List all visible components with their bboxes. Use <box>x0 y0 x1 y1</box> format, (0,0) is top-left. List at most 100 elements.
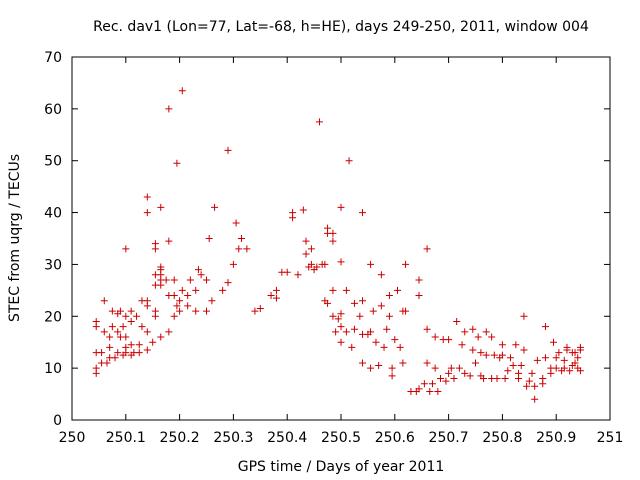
data-point <box>192 286 200 294</box>
data-point <box>203 276 210 284</box>
data-point <box>482 328 490 336</box>
data-points <box>92 87 584 403</box>
data-point <box>116 307 124 315</box>
data-point <box>348 343 356 351</box>
data-point <box>482 351 490 359</box>
data-point <box>377 271 385 279</box>
data-point <box>157 203 165 211</box>
data-point <box>151 240 159 248</box>
data-point <box>315 118 323 126</box>
data-point <box>431 364 439 372</box>
data-point <box>488 333 496 341</box>
data-point <box>552 364 560 372</box>
y-tick-label: 20 <box>44 309 62 325</box>
data-point <box>197 271 205 279</box>
data-point <box>469 325 477 333</box>
data-point <box>211 203 219 211</box>
data-point <box>380 343 388 351</box>
data-point <box>157 263 165 271</box>
data-point <box>208 297 216 305</box>
data-point <box>173 302 181 310</box>
data-point <box>445 336 453 344</box>
data-point <box>455 364 463 372</box>
data-point <box>219 286 227 294</box>
data-point <box>342 286 350 294</box>
data-point <box>399 359 407 367</box>
data-point <box>426 387 434 395</box>
data-point <box>186 276 194 284</box>
y-axis-label: STEC from uqrg / TECUs <box>7 154 23 322</box>
data-point <box>165 328 173 336</box>
data-point <box>388 364 396 372</box>
data-point <box>450 375 458 383</box>
data-point <box>235 245 243 253</box>
data-point <box>122 245 130 253</box>
data-point <box>100 297 108 305</box>
data-point <box>377 302 385 310</box>
x-tick-label: 250.5 <box>321 430 361 446</box>
data-point <box>337 203 345 211</box>
data-point <box>512 341 520 349</box>
x-tick-label: 250.9 <box>536 430 576 446</box>
data-point <box>359 209 367 217</box>
data-point <box>571 349 579 357</box>
data-point <box>294 271 302 279</box>
data-point <box>560 364 568 372</box>
data-point <box>574 354 582 362</box>
data-point <box>103 359 111 367</box>
data-point <box>108 307 116 315</box>
data-point <box>504 367 512 375</box>
data-point <box>192 307 200 315</box>
data-point <box>469 346 477 354</box>
data-point <box>272 294 280 302</box>
x-tick-label: 250.1 <box>106 430 146 446</box>
data-point <box>143 297 151 305</box>
x-tick-label: 250.3 <box>213 430 253 446</box>
data-point <box>122 333 130 341</box>
data-point <box>415 385 423 393</box>
data-point <box>383 325 391 333</box>
y-tick-label: 10 <box>44 361 62 377</box>
data-point <box>552 354 560 362</box>
data-point <box>143 346 151 354</box>
data-point <box>385 312 393 320</box>
data-point <box>111 354 119 362</box>
data-point <box>229 260 237 268</box>
data-point <box>307 245 315 253</box>
x-tick-label: 250.6 <box>375 430 415 446</box>
data-point <box>178 87 186 95</box>
data-point <box>114 328 122 336</box>
data-point <box>324 224 332 232</box>
data-point <box>329 286 337 294</box>
data-point <box>237 235 245 242</box>
data-point <box>127 317 135 325</box>
data-point <box>272 286 280 294</box>
data-point <box>302 250 310 258</box>
data-point <box>372 338 380 346</box>
data-point <box>289 209 297 217</box>
data-point <box>243 245 251 253</box>
data-point <box>135 349 143 357</box>
data-point <box>162 276 170 284</box>
data-point <box>165 237 173 245</box>
x-tick-label: 250 <box>59 430 86 446</box>
data-point <box>170 276 178 284</box>
x-axis-ticks: 250 250.1 250.2 250.3 250.4 250.5 250.6 250.7 25… <box>59 57 623 446</box>
data-point <box>165 105 173 113</box>
data-point <box>122 343 130 351</box>
data-point <box>143 209 151 217</box>
data-point <box>555 349 563 357</box>
data-point <box>232 219 240 227</box>
x-axis-label: GPS time / Days of year 2011 <box>238 459 445 475</box>
x-tick-label: 250.8 <box>482 430 522 446</box>
data-point <box>498 341 506 349</box>
y-tick-label: 40 <box>44 206 62 222</box>
data-point <box>337 323 345 331</box>
data-point <box>98 349 106 357</box>
data-point <box>157 333 165 341</box>
data-point <box>337 310 345 318</box>
data-point <box>170 292 178 300</box>
data-point <box>92 364 100 372</box>
